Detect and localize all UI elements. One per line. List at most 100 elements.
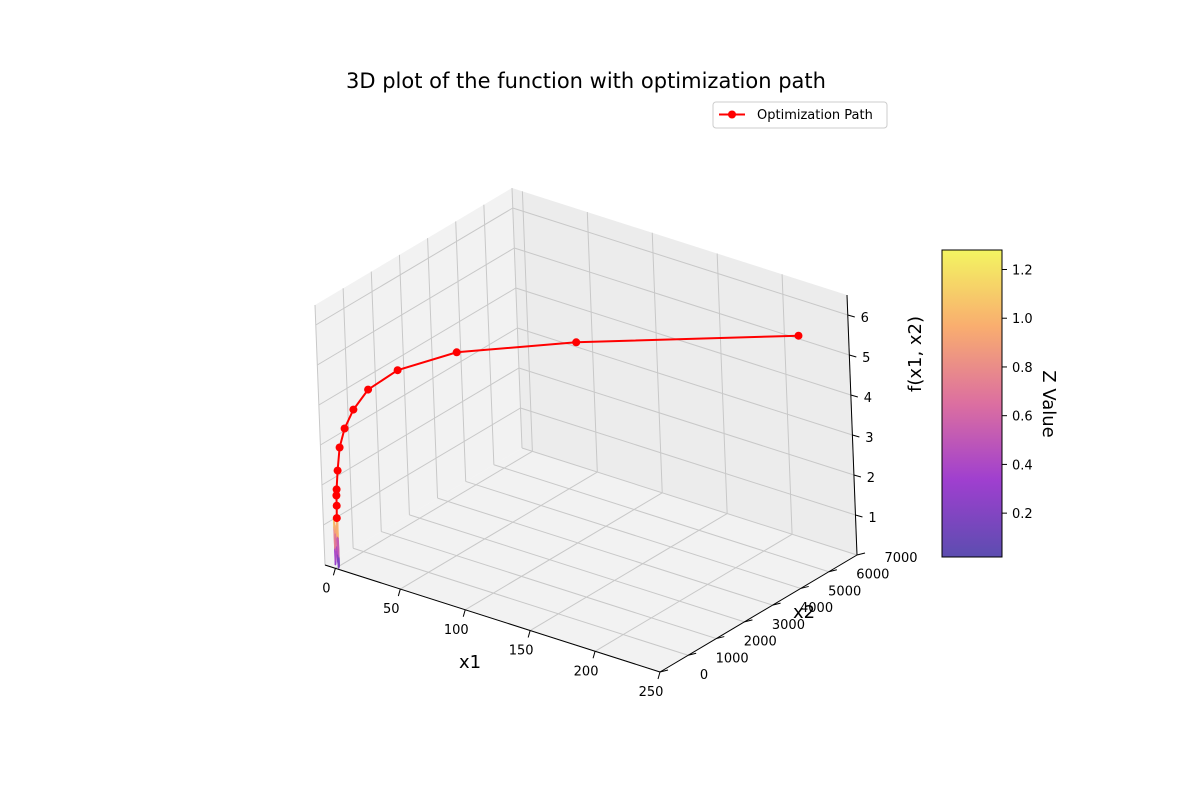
gridline-x-floor (400, 471, 598, 590)
gridline-y-left (314, 304, 326, 566)
gridline-z-left (317, 247, 515, 366)
gridlines (314, 187, 858, 673)
legend-marker-swatch (728, 110, 736, 119)
surface-facet (336, 520, 339, 541)
path-marker (332, 514, 341, 523)
z-tick-mark (850, 394, 858, 398)
gridline-y-left (370, 271, 382, 532)
x-axis-line (324, 564, 661, 673)
chart-title: 3D plot of the function with optimizatio… (346, 69, 826, 93)
gridline-x-floor (464, 492, 663, 611)
y-tick-label: 1000 (716, 651, 749, 666)
y-tick-label: 0 (700, 668, 708, 683)
colorbar-tick-label: 0.8 (1012, 361, 1033, 376)
x-tick-mark (657, 671, 661, 680)
path-marker (332, 491, 341, 500)
y-tick-label: 2000 (744, 635, 777, 650)
gridline-z-left (320, 327, 518, 446)
y-tick-label: 4000 (800, 601, 833, 616)
path-marker (333, 466, 342, 475)
gridline-x-back (716, 253, 728, 514)
gridline-x-back (781, 274, 793, 535)
y-tick-mark (800, 585, 809, 589)
gridline-z-back (514, 247, 850, 356)
z-tick-label: 6 (861, 311, 869, 326)
y-axis-line (659, 554, 858, 673)
gridline-y-floor (521, 447, 858, 556)
x-axis-ticks: 0 50 100 150 200 250 (322, 568, 663, 700)
colorbar-gradient (941, 249, 1003, 558)
y-tick-mark (856, 552, 866, 556)
z-tick-label: 4 (864, 391, 872, 406)
colorbar-ticks: 0.2 0.4 0.6 0.8 1.0 1.2 (1002, 263, 1033, 522)
x-tick-label: 250 (639, 685, 664, 700)
colorbar-tick-label: 0.2 (1012, 507, 1033, 522)
gridline-y-floor (437, 497, 773, 606)
gridline-z-back (520, 407, 856, 516)
path-marker (572, 338, 581, 347)
x-tick-mark (332, 568, 336, 576)
y-tick-label: 7000 (884, 551, 917, 566)
path-marker (794, 331, 803, 340)
x-tick-label: 50 (383, 602, 400, 617)
path-marker (340, 424, 349, 433)
gridline-z-back (515, 287, 851, 396)
gridline-y-left (342, 288, 354, 549)
path-marker (364, 385, 373, 394)
z-tick-mark (853, 474, 862, 478)
path-marker (335, 443, 344, 452)
z-tick-mark (847, 314, 855, 318)
x-tick-label: 100 (444, 623, 469, 638)
gridline-x-floor (529, 513, 728, 631)
gridline-x-floor (335, 450, 533, 569)
path-marker (393, 366, 402, 375)
x-tick-mark (462, 609, 466, 617)
y-tick-mark (772, 602, 781, 606)
z-tick-label: 3 (865, 431, 873, 446)
surface-facet (337, 557, 340, 569)
optimization-path (332, 331, 803, 523)
gridline-z-back (518, 367, 855, 476)
x-tick-mark (592, 651, 596, 659)
z-tick-mark (855, 514, 863, 518)
axis-lines (324, 294, 858, 673)
colorbar-tick-label: 0.6 (1012, 410, 1033, 425)
x-tick-mark (397, 588, 401, 597)
gridline-z-back (517, 327, 853, 436)
gridline-y-left (483, 204, 495, 465)
path-marker (349, 405, 358, 414)
colorbar-tick-label: 1.2 (1012, 263, 1033, 278)
y-tick-mark (828, 569, 837, 573)
legend-entry-optimization-path: Optimization Path (757, 108, 873, 123)
axes-panes (315, 188, 857, 672)
colorbar: 0.2 0.4 0.6 0.8 1.0 1.2 Z Value (941, 249, 1059, 558)
left-pane (315, 188, 522, 565)
y-tick-mark (688, 652, 697, 656)
y-tick-mark (716, 636, 725, 640)
gridline-z-left (318, 287, 517, 406)
path-marker (332, 501, 341, 510)
gridline-x-floor (594, 533, 793, 652)
y-tick-mark (659, 669, 669, 673)
gridline-y-floor (465, 480, 801, 589)
gridline-y-floor (352, 547, 689, 656)
gridline-y-floor (409, 514, 745, 623)
gridline-y-left (511, 187, 523, 449)
legend-box (712, 101, 888, 129)
gridline-y-left (398, 254, 410, 515)
y-tick-label: 6000 (856, 568, 889, 583)
gridline-z-left (315, 207, 514, 326)
y-tick-label: 3000 (772, 618, 805, 633)
gridline-z-left (321, 367, 520, 486)
y-tick-mark (744, 619, 753, 623)
z-tick-label: 1 (868, 511, 876, 526)
y-tick-label: 5000 (828, 584, 861, 599)
path-marker (332, 485, 341, 494)
back-pane (512, 188, 857, 555)
colorbar-tick-label: 0.4 (1012, 458, 1033, 473)
gridline-x-back (521, 191, 533, 452)
z-tick-mark (852, 434, 860, 438)
gridline-y-floor (381, 531, 717, 640)
